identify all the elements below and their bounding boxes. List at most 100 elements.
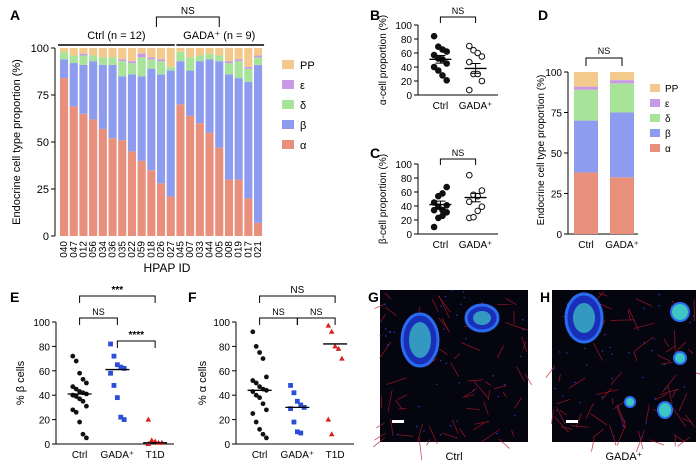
panel-d-bar-segment	[610, 80, 634, 84]
panel-a-bar-segment	[60, 51, 69, 60]
panel-f-gada-point	[291, 419, 297, 425]
panel-a-bar-segment	[224, 74, 233, 180]
panel-a-x-tick-label: 027	[166, 241, 177, 258]
micrograph-vessel-streak	[613, 400, 627, 410]
panel-a-bar-segment	[157, 74, 166, 184]
panel-a-legend-label: ε	[300, 80, 305, 92]
panel-a-x-tick-label: 045	[175, 241, 186, 258]
panel-e-ctrl-point	[73, 409, 79, 415]
panel-e-ctrl-point	[70, 384, 76, 390]
panel-e-sig-gada-t1d: ****	[128, 330, 144, 341]
panel-e-gada-point	[118, 414, 124, 420]
panel-a-bar-segment	[127, 74, 136, 152]
micrograph-vessel-streak	[545, 365, 556, 378]
panel-e-gada-point	[111, 383, 117, 388]
micrograph-vessel-streak	[635, 429, 645, 453]
micrograph-nucleus-dot	[418, 405, 420, 408]
panel-e-bracket-gada-t1d	[116, 340, 156, 348]
panel-a-bar-segment	[166, 48, 175, 67]
panel-a-bar-segment	[98, 128, 107, 236]
micrograph-vessel-streak	[373, 437, 385, 448]
panel-c-y-axis-title: β-cell proportion (%)	[378, 154, 389, 244]
panel-e-y-tick-label: 60	[39, 367, 51, 378]
micrograph-vessel-streak	[654, 393, 668, 401]
micrograph-vessel-streak	[624, 419, 626, 429]
micrograph-vessel-streak	[417, 423, 423, 442]
panel-a-x-tick-label: 018	[146, 241, 157, 258]
micrograph-vessel-streak	[585, 402, 594, 420]
panel-a-bar-segment	[79, 113, 88, 236]
micrograph-nucleus-dot	[574, 381, 576, 384]
panel-d-legend-label: α	[665, 144, 671, 155]
panel-a-bar-segment	[195, 61, 204, 124]
micrograph-vessel-streak	[379, 341, 392, 359]
micrograph-vessel-streak	[450, 362, 459, 377]
panel-d-legend-swatch	[650, 99, 660, 107]
panel-b-y-tick-label: 0	[406, 91, 412, 102]
panel-d-y-tick-label: 100	[545, 68, 562, 79]
micrograph-nucleus-dot	[444, 295, 447, 298]
micrograph-nucleus-dot	[492, 375, 494, 377]
panel-f-ctrl-point	[264, 435, 269, 441]
panel-d-bar-segment	[574, 86, 598, 90]
micrograph-vessel-streak	[553, 416, 569, 433]
panel-a-bar-segment	[254, 57, 263, 65]
micrograph-vessel-streak	[559, 409, 568, 416]
micrograph-vessel-streak	[466, 408, 480, 410]
panel-a-bar-segment	[205, 48, 214, 54]
panel-e-gada-point	[114, 395, 120, 401]
panel-label-a: A	[10, 7, 20, 23]
micrograph-nucleus-dot	[622, 418, 624, 420]
micrograph-vessel-streak	[462, 388, 478, 398]
panel-a-bar-segment	[157, 183, 166, 236]
panel-d-legend-label: β	[665, 129, 671, 140]
micrograph-vessel-streak	[590, 413, 608, 426]
panel-label-c: C	[370, 145, 380, 161]
panel-a-bar-segment	[69, 63, 78, 107]
panel-b-data-point	[443, 77, 451, 84]
panel-a-bar-segment	[69, 106, 78, 236]
micrograph-vessel-streak	[556, 399, 571, 405]
panel-a-bar-segment	[205, 53, 214, 60]
panel-a-x-tick-label: 059	[137, 241, 148, 258]
panel-f-x-tick-label: T1D	[326, 450, 345, 461]
panel-f-ctrl-point	[250, 411, 256, 416]
panel-a-bar-segment	[176, 61, 185, 105]
micrograph-vessel-streak	[597, 292, 608, 297]
panel-d-bar-segment	[574, 120, 598, 173]
panel-d-legend-swatch	[650, 84, 660, 92]
panel-e-y-tick-label: 80	[39, 342, 51, 353]
panel-f-t1d-point	[332, 343, 338, 349]
panel-a-x-tick-label: 035	[117, 241, 128, 258]
micrograph-vessel-streak	[428, 426, 438, 445]
panel-a-bar-segment	[89, 119, 98, 236]
panel-a-ctrl-group-label: Ctrl (n = 12)	[87, 30, 145, 42]
panel-b-data-point	[443, 48, 451, 55]
panel-b-y-tick-label: 60	[401, 49, 413, 60]
micrograph-vessel-streak	[673, 433, 685, 443]
micrograph-nucleus-dot	[622, 425, 624, 427]
micrograph-vessel-streak	[601, 387, 612, 401]
micrograph-nucleus-dot	[601, 396, 603, 398]
panel-a-bar-segment	[147, 170, 156, 236]
panel-e-gada-point	[108, 341, 113, 347]
panel-d-x-tick-label: Ctrl	[578, 240, 594, 251]
panel-a-bar-segment	[60, 59, 69, 79]
panel-a-bar-segment	[215, 48, 224, 56]
panel-f-t1d-point	[325, 322, 332, 328]
panel-f-ctrl-point	[264, 407, 269, 413]
panel-a-legend-swatch	[282, 140, 294, 149]
panel-d-y-tick-label: 25	[551, 190, 563, 201]
panel-c-data-point	[430, 206, 438, 214]
micrograph-vessel-streak	[493, 385, 507, 390]
micrograph-nucleus-dot	[556, 410, 558, 412]
panel-e-ctrl-point	[70, 407, 76, 413]
panel-label-h: H	[540, 289, 550, 305]
micrograph-nucleus-dot	[460, 303, 462, 305]
panel-a-bar-segment	[137, 160, 146, 236]
micrograph-vessel-streak	[511, 429, 515, 437]
micrograph-nucleus-dot	[439, 434, 442, 436]
panel-a-bar-segment	[79, 64, 88, 114]
panel-f-y-tick-label: 80	[219, 342, 231, 353]
